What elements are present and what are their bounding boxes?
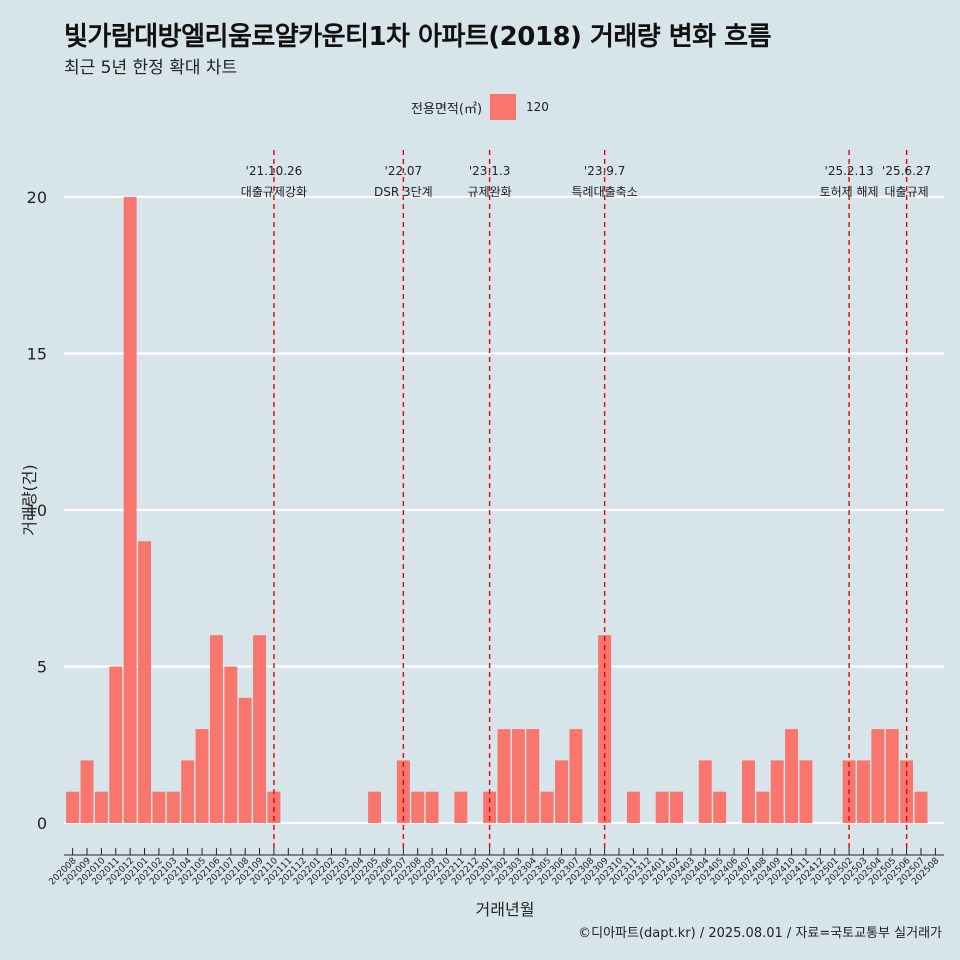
- bar: [698, 760, 712, 823]
- annotation-date: '23.9.7: [584, 164, 625, 178]
- legend: 전용면적(㎡) 120: [0, 93, 960, 121]
- bar: [741, 760, 755, 823]
- bar: [166, 791, 180, 823]
- annotation-date: '23.1.3: [469, 164, 510, 178]
- bar: [569, 729, 583, 823]
- bar: [152, 791, 166, 823]
- annotation-date: '25.2.13: [825, 164, 874, 178]
- bar: [540, 791, 554, 823]
- bar: [526, 729, 540, 823]
- bar: [770, 760, 784, 823]
- bar: [655, 791, 669, 823]
- source-caption: ©디아파트(dapt.kr) / 2025.08.01 / 자료=국토교통부 실…: [578, 926, 942, 941]
- annotation-date: '22.07: [385, 164, 423, 178]
- annotation-label: 대출규제: [885, 185, 929, 199]
- annotation-date: '25.6.27: [882, 164, 931, 178]
- bar: [253, 635, 267, 823]
- bar: [209, 635, 223, 823]
- bar: [94, 791, 108, 823]
- annotation-date: '21.10.26: [246, 164, 303, 178]
- annotation-label: 대출규제강화: [241, 185, 307, 199]
- chart-subtitle: 최근 5년 한정 확대 차트: [64, 58, 238, 78]
- bar: [785, 729, 799, 823]
- bar: [224, 666, 238, 823]
- y-tick-label: 0: [37, 814, 47, 833]
- legend-title: 전용면적(㎡): [411, 101, 483, 117]
- bar: [626, 791, 640, 823]
- bar: [181, 760, 195, 823]
- annotation-label: 규제완화: [468, 185, 512, 199]
- bar: [885, 729, 899, 823]
- bar: [109, 666, 123, 823]
- bar: [857, 760, 870, 823]
- bar: [871, 729, 885, 823]
- bar: [238, 697, 252, 823]
- bar: [670, 791, 684, 823]
- bar: [756, 791, 770, 823]
- bar: [713, 791, 727, 823]
- bar: [195, 729, 209, 823]
- annotation-label: DSR 3단계: [374, 185, 433, 199]
- chart-title: 빛가람대방엘리움로얄카운티1차 아파트(2018) 거래량 변화 흐름: [64, 22, 772, 52]
- y-tick-label: 20: [27, 188, 47, 207]
- legend-label: 120: [526, 100, 549, 114]
- x-axis-label: 거래년월: [475, 900, 535, 919]
- bar: [411, 791, 425, 823]
- annotation-label: 토허제 해제: [820, 185, 879, 199]
- bar: [454, 791, 468, 823]
- bar: [555, 760, 568, 823]
- legend-swatch: [490, 94, 517, 120]
- bar: [80, 760, 94, 823]
- bar: [123, 196, 137, 823]
- annotation-label: 특례대출축소: [572, 185, 638, 199]
- bar: [368, 791, 382, 823]
- bar: [497, 729, 511, 823]
- bar: [66, 791, 80, 823]
- y-tick-label: 5: [37, 657, 47, 676]
- y-axis-label: 거래량(건): [20, 464, 39, 536]
- y-tick-label: 15: [27, 344, 47, 363]
- bar: [914, 791, 928, 823]
- bar: [799, 760, 813, 823]
- bar: [425, 791, 439, 823]
- y-tick-label: 10: [27, 501, 47, 520]
- bar: [138, 541, 151, 823]
- bar: [511, 729, 525, 823]
